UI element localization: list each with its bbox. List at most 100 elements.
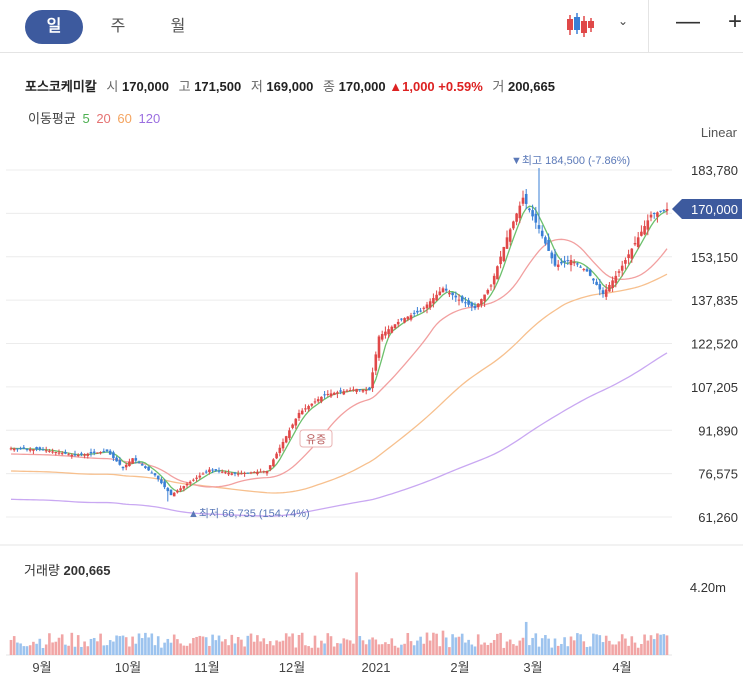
candle-body <box>160 479 163 484</box>
volume-panel-title: 거래량 200,665 <box>24 560 111 579</box>
candle-body <box>601 290 605 294</box>
change-value: ▲1,000 <box>389 79 435 94</box>
volume-bar <box>291 633 294 655</box>
candle-body <box>384 331 387 336</box>
candlestick-icon[interactable] <box>565 12 595 38</box>
volume-bar <box>483 642 486 655</box>
candle-body <box>582 269 586 271</box>
chevron-down-icon[interactable]: ⌄ <box>618 14 629 28</box>
open-label: 시 <box>106 79 119 94</box>
volume-bar <box>67 645 70 655</box>
candle-body <box>460 296 464 302</box>
candle-body <box>419 310 422 312</box>
candle-body <box>572 262 576 264</box>
candle-body <box>403 318 406 323</box>
ma-120-label[interactable]: 120 <box>138 111 161 126</box>
volume-bar <box>662 634 666 655</box>
tab-daily[interactable]: 일 <box>25 10 83 44</box>
volume-bar <box>224 639 227 655</box>
volume-bar <box>246 635 250 655</box>
candle-body <box>316 399 320 402</box>
candle-body <box>396 321 400 325</box>
volume-bar <box>243 646 246 655</box>
volume-bar <box>137 633 141 655</box>
volume-bar <box>83 641 86 655</box>
ma-5-label[interactable]: 5 <box>82 111 90 126</box>
candle-body <box>35 447 38 450</box>
candle-body <box>614 275 618 283</box>
volume-bar <box>553 638 557 655</box>
candle-body <box>80 453 83 455</box>
candle-body <box>400 318 403 320</box>
volume-bar <box>476 634 480 655</box>
volume-bar <box>166 638 170 655</box>
candle-body <box>131 458 134 464</box>
volume-bar <box>278 641 282 655</box>
candle-body <box>604 289 608 297</box>
volume-bar <box>121 635 125 655</box>
candle-body <box>342 391 346 395</box>
volume-bar <box>496 633 499 655</box>
low-value: 169,000 <box>266 79 314 94</box>
volume-bar <box>163 642 166 655</box>
volume-bar <box>355 572 358 655</box>
candle-body <box>665 209 669 211</box>
volume-bar <box>569 636 573 655</box>
volume-bar <box>89 638 93 655</box>
volume-bar <box>361 640 365 655</box>
candle-body <box>512 221 515 229</box>
candle-body <box>406 316 410 320</box>
volume-bar <box>288 636 291 655</box>
volume-bar <box>448 647 451 655</box>
candle-body <box>281 441 285 449</box>
volume-bar <box>19 643 22 655</box>
candle-body <box>611 280 614 289</box>
volume-bar <box>160 647 163 655</box>
candle-body <box>652 213 656 215</box>
candle-body <box>518 205 522 219</box>
candle-body <box>336 392 339 394</box>
volume-bar <box>572 640 576 655</box>
candle-body <box>57 452 61 454</box>
ma-20-label[interactable]: 20 <box>96 111 111 126</box>
volume-bar <box>467 639 470 655</box>
candle-body <box>211 469 214 471</box>
candle-body <box>464 302 467 304</box>
volume-bar <box>112 641 115 655</box>
low-annotation: ▲최저 66,735 (154.74%) <box>188 507 310 520</box>
volume-bar <box>262 638 266 655</box>
high-label: 고 <box>178 79 191 94</box>
tab-weekly[interactable]: 주 <box>110 18 126 35</box>
volume-bar <box>521 637 525 655</box>
volume-bar <box>185 645 189 655</box>
ma-120-line <box>10 352 668 517</box>
zoom-out-button[interactable]: — <box>676 8 700 35</box>
volume-bar <box>364 644 368 655</box>
volume-bar <box>220 641 224 655</box>
candle-body <box>585 269 589 272</box>
candle-body <box>470 302 474 307</box>
volume-bar <box>236 637 240 655</box>
volume-bar <box>211 634 214 655</box>
scale-mode-toggle[interactable]: Linear <box>700 125 737 140</box>
candle-body <box>128 461 131 467</box>
candle-body <box>457 299 461 301</box>
zoom-in-button[interactable]: + <box>728 8 743 35</box>
volume-bar <box>406 632 410 655</box>
candle-body <box>620 265 624 271</box>
volume-bar <box>652 639 656 655</box>
volume-bar <box>70 632 74 655</box>
tab-monthly[interactable]: 월 <box>170 18 186 35</box>
volume-bar <box>25 646 29 655</box>
ma-60-label[interactable]: 60 <box>117 111 132 126</box>
candle-body <box>182 486 186 489</box>
y-tick-label: 183,780 <box>691 163 738 178</box>
volume-bar <box>624 638 627 655</box>
volume-bar <box>336 643 339 655</box>
volume-bar <box>480 644 483 655</box>
candle-body <box>326 393 330 395</box>
candle-body <box>121 466 125 469</box>
volume-bar <box>582 641 586 655</box>
volume-value: 200,665 <box>507 79 555 94</box>
